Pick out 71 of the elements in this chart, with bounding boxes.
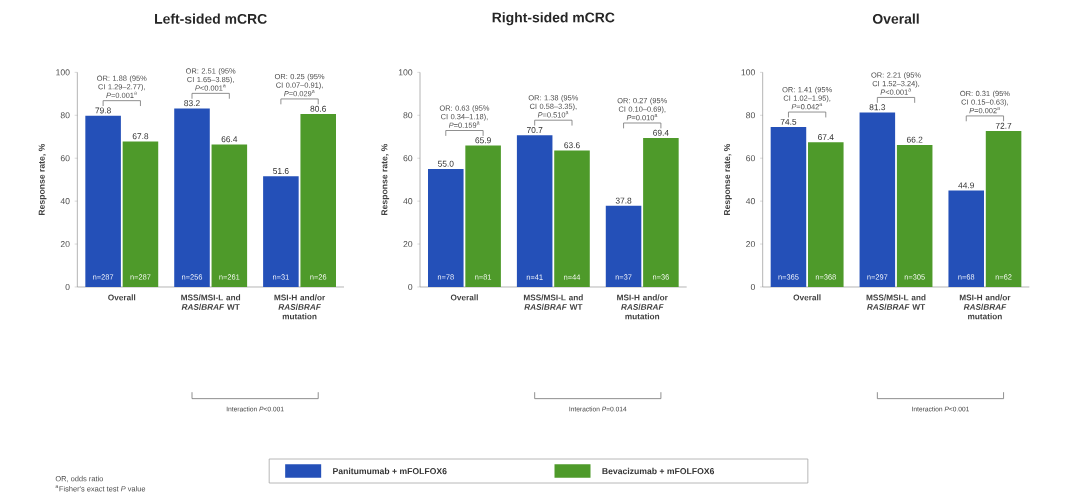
bar <box>554 150 590 287</box>
data-label: 72.7 <box>995 122 1012 129</box>
data-label: 55.0 <box>437 160 454 167</box>
bar <box>770 127 807 287</box>
y-tick-label: 40 <box>60 198 70 205</box>
bar <box>605 205 642 287</box>
x-tick-label: MSI-H and/or RAS/BRAF mutation <box>274 294 326 320</box>
data-label: 63.6 <box>564 142 580 149</box>
data-label: 74.5 <box>780 118 797 125</box>
bar <box>985 130 1022 287</box>
chart-title: Right-sided mCRC <box>492 12 615 26</box>
x-tick-label: MSS/MSI-L and RAS/BRAF WT <box>181 294 241 310</box>
y-tick-label: 80 <box>60 112 70 119</box>
data-label: 66.2 <box>906 136 923 143</box>
legend-label: Panitumumab + mFOLFOX6 <box>333 467 447 475</box>
bar <box>516 135 553 287</box>
y-axis-title: Response rate, % <box>724 143 732 216</box>
y-tick-label: 20 <box>403 241 413 248</box>
data-label: 81.3 <box>869 104 886 111</box>
chart-title: Left-sided mCRC <box>155 13 267 24</box>
data-label: 51.6 <box>273 168 289 174</box>
data-label: 67.4 <box>818 134 834 141</box>
legend-label: Bevacizumab + mFOLFOX6 <box>602 467 715 475</box>
y-tick-label: 40 <box>403 198 413 205</box>
x-tick-label: MSI-H and/or RAS/BRAF mutation <box>617 294 668 320</box>
chart-title: Overall <box>872 13 919 24</box>
y-tick-label: 20 <box>746 241 755 248</box>
data-label: 67.8 <box>132 133 149 140</box>
bar <box>465 145 501 287</box>
y-tick-label: 0 <box>750 283 755 291</box>
y-tick-label: 100 <box>56 69 70 76</box>
data-label: 37.8 <box>615 197 632 204</box>
y-tick-label: 20 <box>60 241 70 248</box>
bar <box>859 112 896 287</box>
bar <box>174 108 210 287</box>
y-tick-label: 0 <box>65 283 70 291</box>
y-tick-label: 100 <box>741 69 755 76</box>
y-tick-label: 100 <box>398 69 413 76</box>
y-tick-label: 60 <box>403 155 413 162</box>
y-tick-label: 80 <box>403 112 413 119</box>
x-tick-label: MSS/MSI-L and RAS/BRAF WT <box>866 294 926 310</box>
bar <box>300 113 336 287</box>
y-tick-label: 80 <box>746 112 755 119</box>
y-tick-label: 0 <box>408 283 413 291</box>
x-tick-label: Overall <box>108 294 136 301</box>
bar <box>948 190 985 287</box>
x-tick-label: MSS/MSI-L and RAS/BRAF WT <box>523 294 583 310</box>
y-tick-label: 60 <box>60 155 70 162</box>
x-tick-label: Overall <box>793 294 821 301</box>
data-label: 80.6 <box>310 105 326 112</box>
bar <box>263 176 299 287</box>
y-tick-label: 60 <box>746 155 755 162</box>
bar <box>122 141 159 287</box>
bar <box>808 142 844 287</box>
bar <box>428 168 464 287</box>
bar <box>85 115 121 287</box>
y-tick-label: 40 <box>745 198 755 205</box>
data-label: 69.4 <box>653 129 669 136</box>
bar <box>896 144 933 287</box>
x-tick-label: MSI-H and/or RAS/BRAF mutation <box>959 294 1011 320</box>
data-label: 66.4 <box>221 136 238 143</box>
x-tick-label: Overall <box>450 294 478 301</box>
bar <box>643 138 679 287</box>
data-label: 44.9 <box>958 182 974 189</box>
data-label: 70.7 <box>526 127 543 133</box>
y-axis-title: Response rate, % <box>381 143 390 216</box>
data-label: 79.8 <box>95 107 111 114</box>
data-label: 65.9 <box>475 137 491 144</box>
bar <box>211 144 248 287</box>
y-axis-title: Response rate, % <box>38 143 47 216</box>
data-label: 83.2 <box>184 100 200 107</box>
